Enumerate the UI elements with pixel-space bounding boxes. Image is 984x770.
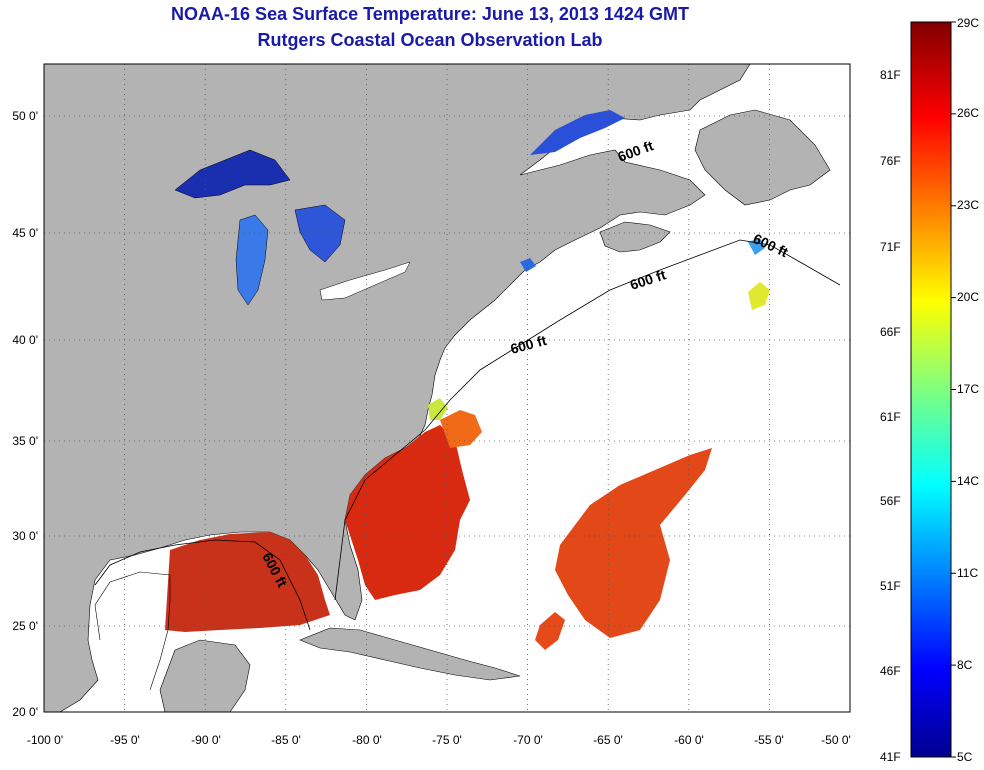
colorbar-label-c: 26C (957, 106, 980, 120)
land-newfoundland (694, 109, 831, 206)
sst-gulf-stream (345, 425, 470, 600)
lake-huron (294, 204, 346, 263)
colorbar-label-c: 23C (957, 198, 980, 212)
lon-label: -80 0' (352, 733, 382, 747)
lon-label: -85 0' (271, 733, 301, 747)
colorbar-label-f: 46F (880, 664, 901, 678)
colorbar-label-f: 41F (880, 750, 901, 764)
land-cuba (299, 627, 521, 681)
sst-gulf-of-mexico (165, 532, 330, 632)
colorbar-label-f: 76F (880, 154, 901, 168)
contour-600ft-atlantic (334, 239, 841, 601)
lat-label: 40 0' (12, 333, 38, 347)
sst-hatteras-cool (428, 398, 448, 420)
lon-label: -65 0' (593, 733, 623, 747)
lon-label: -60 0' (674, 733, 704, 747)
lat-label: 50 0' (12, 109, 38, 123)
lat-label: 35 0' (12, 434, 38, 448)
lat-label: 30 0' (12, 529, 38, 543)
contour-600ft-gulf (94, 539, 311, 631)
lon-label: -95 0' (110, 733, 140, 747)
lon-label: -70 0' (513, 733, 543, 747)
lon-label: -55 0' (754, 733, 784, 747)
colorbar-label-c: 11C (957, 566, 979, 580)
colorbar-label-c: 29C (957, 16, 980, 30)
sst-hatteras (440, 410, 482, 448)
sst-maine-cool (520, 258, 536, 272)
map-title: NOAA-16 Sea Surface Temperature: June 13… (171, 4, 689, 24)
colorbar-label-f: 56F (880, 494, 901, 508)
colorbar-label-c: 5C (957, 750, 973, 764)
lat-label: 45 0' (12, 226, 38, 240)
sst-st-lawrence (530, 110, 625, 155)
colorbar-label-f: 81F (880, 68, 901, 82)
colorbar-label-f: 51F (880, 579, 901, 593)
lake-michigan (235, 214, 269, 306)
lat-label: 25 0' (12, 619, 38, 633)
lon-label: -50 0' (821, 733, 851, 747)
map-frame (43, 63, 851, 713)
colorbar-label-c: 8C (957, 658, 973, 672)
colorbar-label-f: 71F (880, 240, 901, 254)
lake-superior (174, 149, 291, 199)
sst-sargasso (555, 448, 712, 638)
lon-label: -75 0' (432, 733, 462, 747)
land-north-america (44, 64, 751, 712)
colorbar-label-c: 20C (957, 290, 980, 304)
contour-600ft-gulf-inner (94, 571, 171, 691)
sst-sargasso-south (535, 612, 565, 650)
colorbar (910, 21, 952, 758)
colorbar-ticks (951, 21, 956, 758)
colorbar-label-f: 66F (880, 325, 901, 339)
lat-label: 20 0' (12, 705, 38, 719)
lon-label: -100 0' (26, 733, 64, 747)
colorbar-label-f: 61F (880, 410, 901, 424)
colorbar-label-c: 17C (957, 382, 980, 396)
map-subtitle: Rutgers Coastal Ocean Observation Lab (257, 30, 603, 50)
land-nova-scotia (599, 221, 671, 253)
lake-erie-ontario (319, 261, 411, 301)
land-yucatan (159, 639, 251, 712)
colorbar-label-c: 14C (957, 474, 980, 488)
sst-georges-bank (748, 282, 770, 310)
lon-label: -90 0' (191, 733, 221, 747)
